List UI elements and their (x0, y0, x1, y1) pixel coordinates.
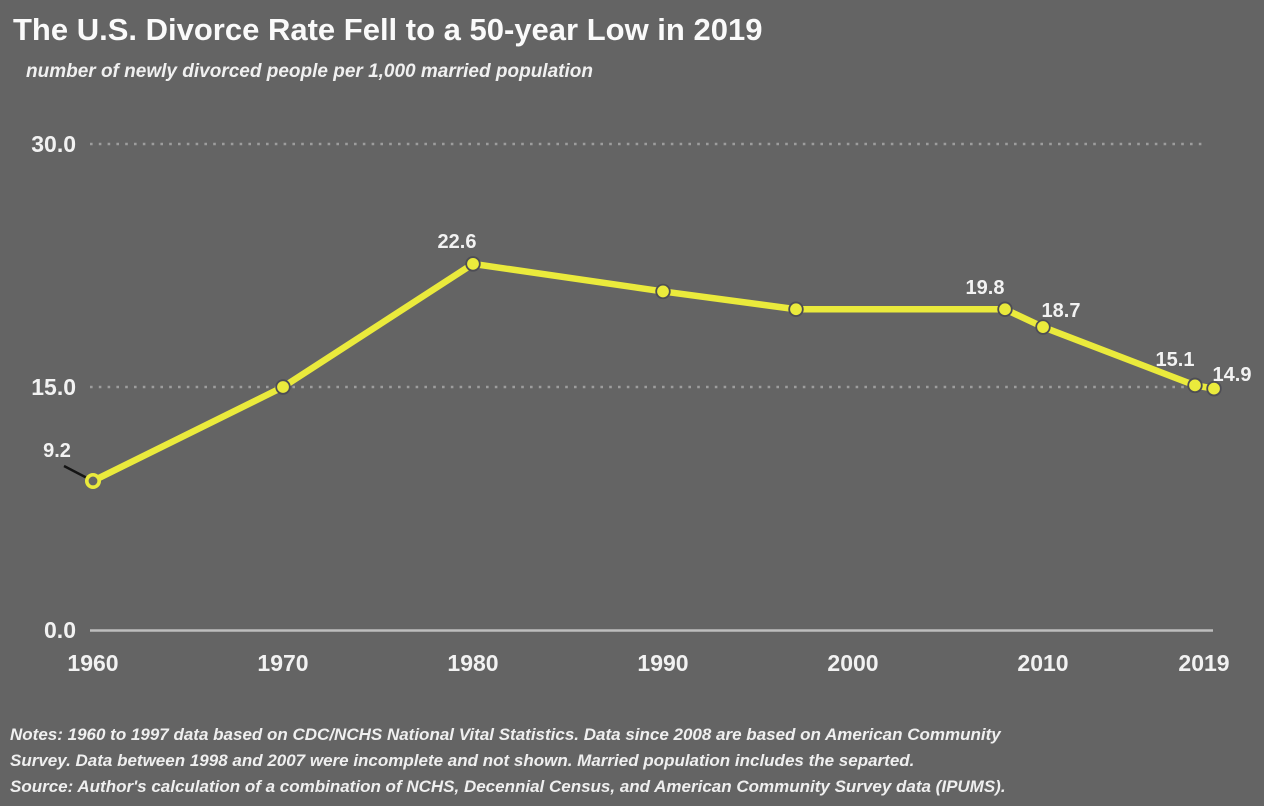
label-leader-line (63, 464, 90, 481)
data-point-2019 (1206, 380, 1222, 397)
x-tick-label-1980: 1980 (447, 650, 498, 676)
data-label-2008: 19.8 (966, 277, 1005, 299)
data-label-2018: 15.1 (1156, 349, 1195, 371)
x-tick-label-2019: 2019 (1178, 650, 1229, 676)
data-point-2018 (1187, 377, 1203, 394)
chart-title: The U.S. Divorce Rate Fell to a 50-year … (13, 12, 763, 47)
data-point-1960 (85, 472, 102, 489)
divorce-rate-line (89, 260, 1218, 485)
chart-subtitle: number of newly divorced people per 1,00… (26, 61, 593, 82)
x-tick-label-1970: 1970 (257, 650, 308, 676)
chart-notes: Notes: 1960 to 1997 data based on CDC/NC… (10, 722, 1006, 800)
source-line: Source: Author's calculation of a combin… (10, 777, 1006, 796)
x-tick-label-1990: 1990 (637, 650, 688, 676)
x-tick-label-1960: 1960 (67, 650, 118, 676)
x-tick-label-2000: 2000 (827, 650, 878, 676)
data-label-1960: 9.2 (43, 440, 71, 462)
data-point-2010 (1035, 319, 1051, 335)
y-tick-label-15.0: 15.0 (31, 374, 76, 400)
data-label-2019: 14.9 (1213, 364, 1252, 386)
data-label-1980: 22.6 (438, 231, 477, 253)
data-point-1970 (275, 379, 291, 395)
data-point-1980 (465, 256, 481, 272)
notes-line-2: Survey. Data between 1998 and 2007 were … (10, 751, 915, 770)
x-tick-label-2010: 2010 (1017, 650, 1068, 676)
data-point-1997 (788, 301, 804, 317)
y-tick-label-0.0: 0.0 (44, 617, 76, 643)
y-tick-label-30.0: 30.0 (31, 131, 76, 157)
notes-line-1: Notes: 1960 to 1997 data based on CDC/NC… (10, 725, 1001, 744)
data-point-2008 (997, 301, 1013, 317)
data-label-2010: 18.7 (1042, 300, 1081, 322)
data-point-1990 (655, 283, 671, 300)
